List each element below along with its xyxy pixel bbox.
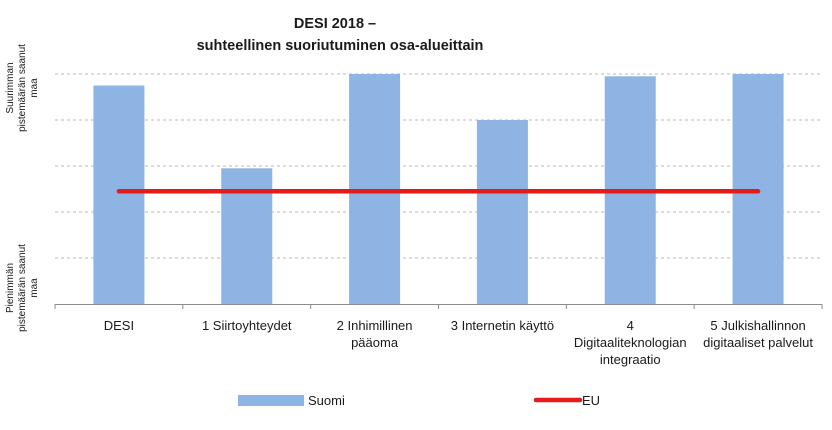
chart-title-line-2: suhteellinen suoriutuminen osa-alueittai… <box>197 38 484 54</box>
y-bottom-label: Pienimmänpistemäärän saanutmaa <box>5 244 40 332</box>
gridlines <box>55 73 822 259</box>
x-tick-label: 3 Internetin käyttö <box>451 318 554 333</box>
x-axis <box>54 304 823 309</box>
x-tick-label: 5 Julkishallinnon digitaaliset palvelut <box>703 318 813 350</box>
x-tick-label: 1 Siirtoyhteydet <box>202 318 292 333</box>
x-tick-labels: DESI 1 Siirtoyhteydet 2 Inhimillinen pääoma… <box>104 318 814 367</box>
bars-suomi <box>93 74 784 304</box>
chart-title-line-1: DESI 2018 – <box>294 16 376 32</box>
y-top-label: Suurimmanpistemäärän saanutmaa <box>5 44 40 132</box>
bar-suomi <box>93 85 145 304</box>
x-tick-label: DESI <box>104 318 134 333</box>
bar-suomi <box>221 168 273 304</box>
x-tick-label: 2 Inhimillinen pääoma <box>337 318 413 350</box>
legend-label-suomi: Suomi <box>308 393 345 408</box>
y-axis-labels: Suurimmanpistemäärän saanutmaa Pienimmänp… <box>5 44 40 332</box>
bar-suomi <box>476 120 528 304</box>
bar-suomi <box>732 74 784 304</box>
legend: Suomi EU <box>238 393 600 408</box>
legend-label-eu: EU <box>582 393 600 408</box>
bar-suomi <box>349 74 401 304</box>
chart-title: DESI 2018 – suhteellinen suoriutuminen o… <box>197 16 484 54</box>
legend-swatch-suomi <box>238 395 304 406</box>
x-tick-label: 4 Digitaaliteknologian integraatio <box>574 318 687 367</box>
